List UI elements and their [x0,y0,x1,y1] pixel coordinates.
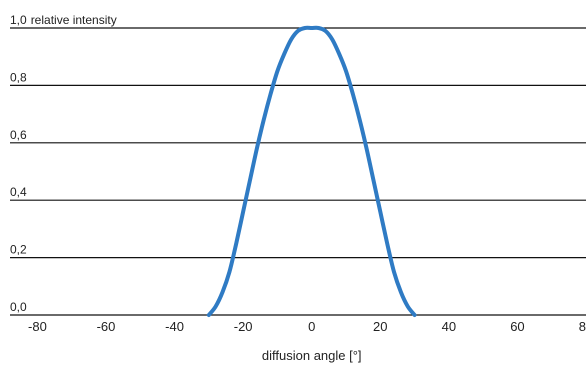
y-tick-label: 0,0 [10,300,27,314]
y-tick-label: 0,8 [10,70,27,84]
x-tick-label: -60 [97,319,116,334]
x-tick-label: -40 [165,319,184,334]
x-tick-label: 80 [579,319,586,334]
y-tick-label: 0,2 [10,243,27,257]
x-tick-label: 60 [510,319,524,334]
x-tick-label: 0 [308,319,315,334]
series-line [206,25,417,317]
y-tick-label: 0,4 [10,185,27,199]
y-axis-label: relative intensity [31,13,117,27]
x-tick-label: 20 [373,319,387,334]
y-tick-labels: 1,0 0,8 0,6 0,4 0,2 0,0 [10,13,27,314]
x-tick-labels: -80 -60 -40 -20 0 20 40 60 80 [28,319,586,334]
x-tick-label: 40 [442,319,456,334]
x-tick-label: -80 [28,319,47,334]
gridlines [10,27,586,316]
x-axis-label: diffusion angle [°] [262,348,362,363]
series-group [206,25,417,317]
y-tick-label: 0,6 [10,128,27,142]
y-tick-label: 1,0 [10,13,27,27]
x-tick-label: -20 [234,319,253,334]
